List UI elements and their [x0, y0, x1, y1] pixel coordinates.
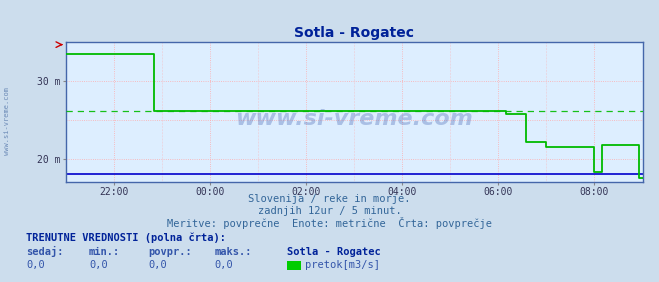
Text: Slovenija / reke in morje.: Slovenija / reke in morje. [248, 194, 411, 204]
Text: min.:: min.: [89, 247, 120, 257]
Text: TRENUTNE VREDNOSTI (polna črta):: TRENUTNE VREDNOSTI (polna črta): [26, 233, 226, 243]
Text: 0,0: 0,0 [148, 261, 167, 270]
Text: 0,0: 0,0 [26, 261, 45, 270]
Text: Meritve: povprečne  Enote: metrične  Črta: povprečje: Meritve: povprečne Enote: metrične Črta:… [167, 217, 492, 229]
Text: povpr.:: povpr.: [148, 247, 192, 257]
Text: maks.:: maks.: [214, 247, 252, 257]
Text: zadnjih 12ur / 5 minut.: zadnjih 12ur / 5 minut. [258, 206, 401, 216]
Text: Sotla - Rogatec: Sotla - Rogatec [287, 247, 380, 257]
Text: www.si-vreme.com: www.si-vreme.com [235, 109, 473, 129]
Text: pretok[m3/s]: pretok[m3/s] [305, 261, 380, 270]
Text: sedaj:: sedaj: [26, 246, 64, 257]
Text: www.si-vreme.com: www.si-vreme.com [3, 87, 10, 155]
Title: Sotla - Rogatec: Sotla - Rogatec [294, 26, 415, 40]
Text: 0,0: 0,0 [89, 261, 107, 270]
Text: 0,0: 0,0 [214, 261, 233, 270]
